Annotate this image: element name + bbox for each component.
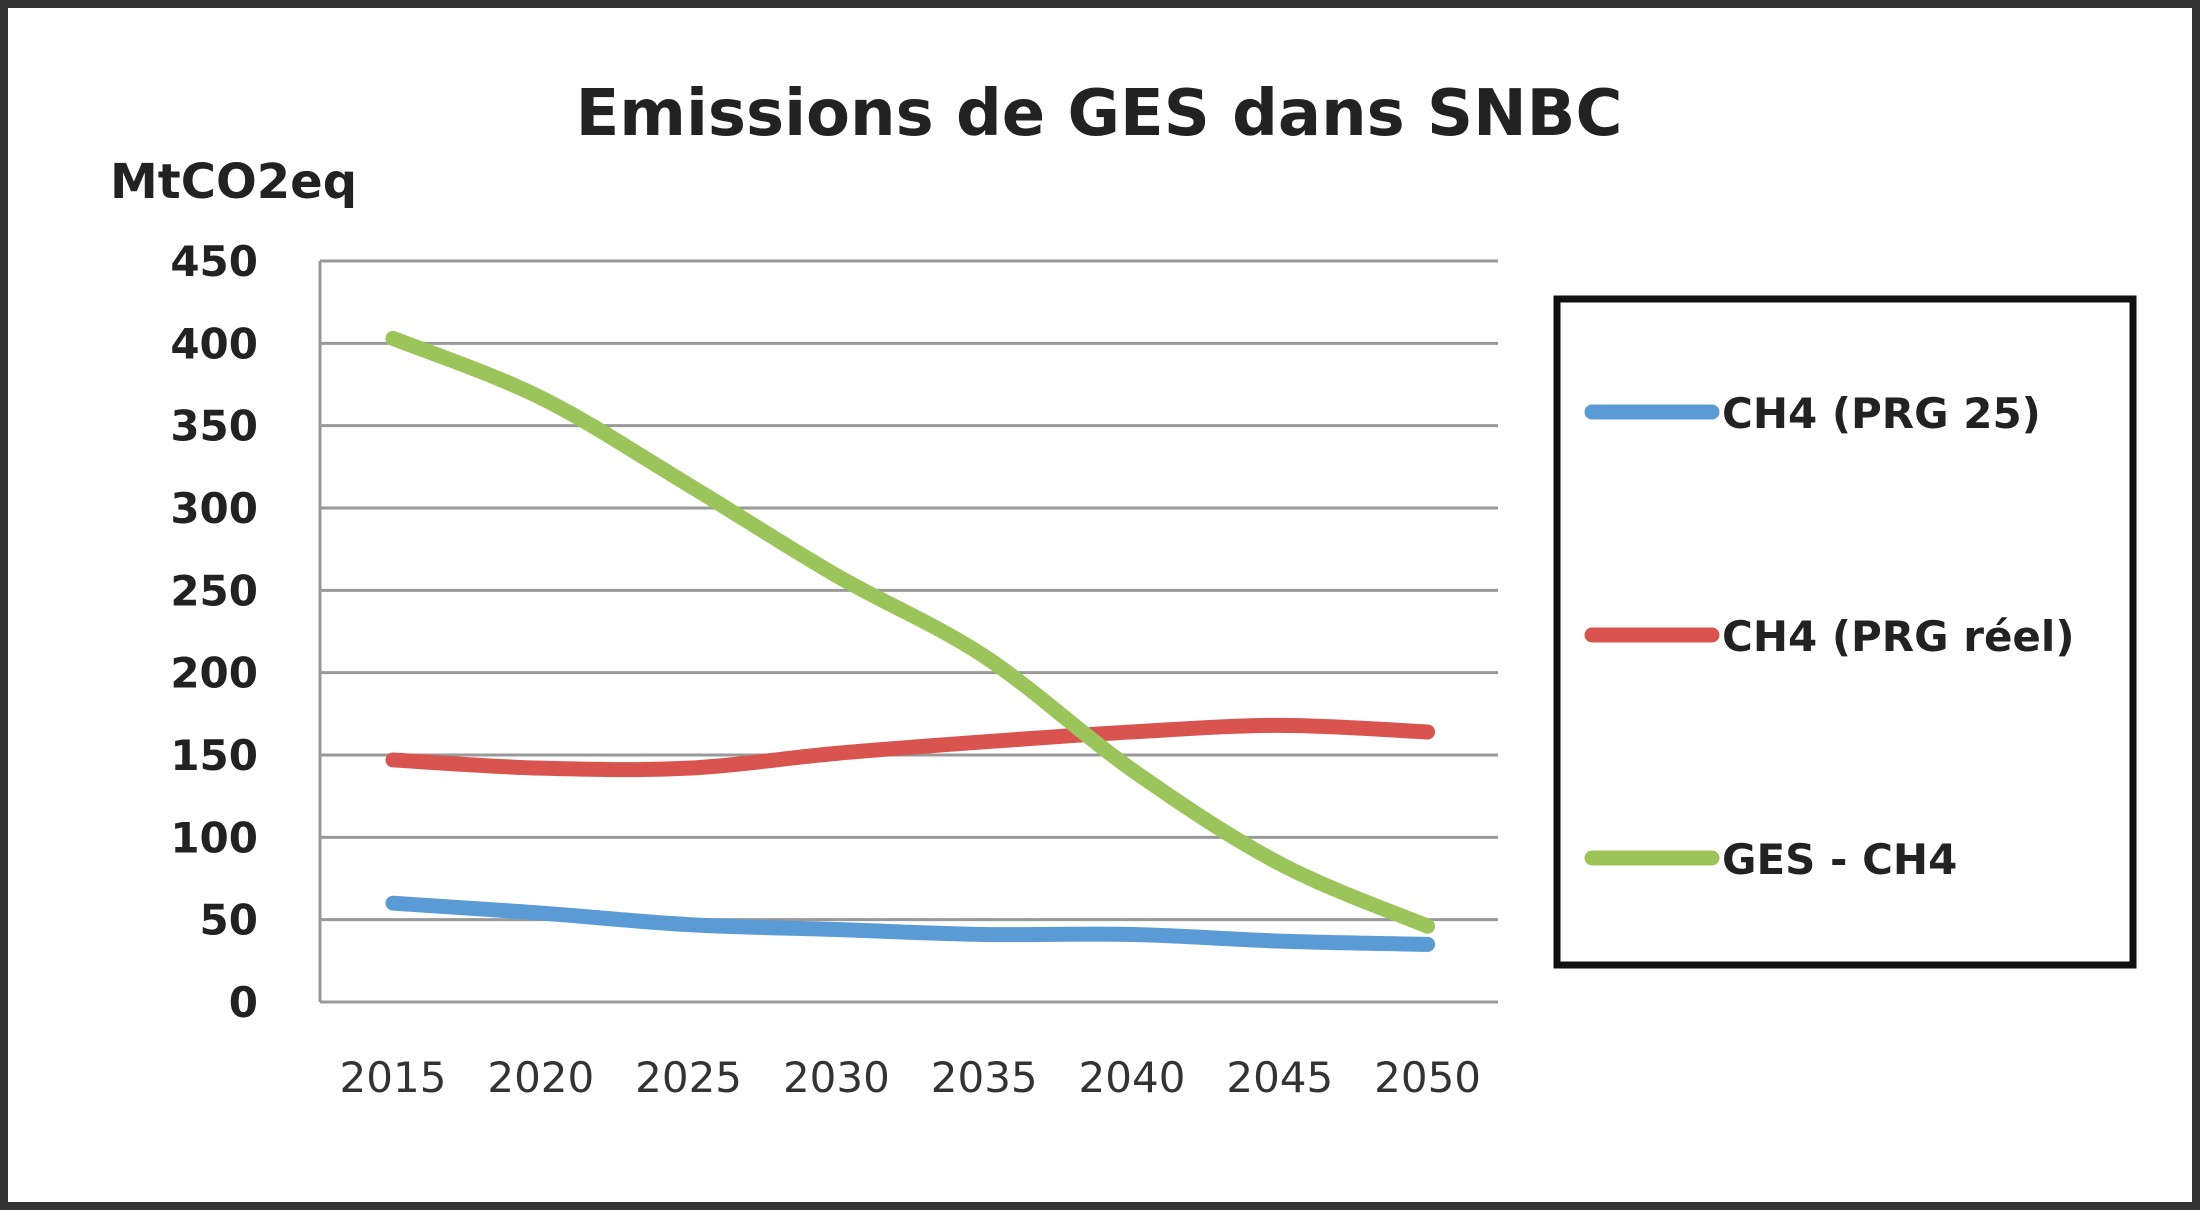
x-tick-label: 2045 bbox=[1226, 1053, 1333, 1102]
y-tick-label: 250 bbox=[170, 566, 258, 615]
x-tick-label: 2020 bbox=[487, 1053, 594, 1102]
legend-label: GES - CH4 bbox=[1722, 835, 1957, 884]
x-tick-label: 2040 bbox=[1079, 1053, 1186, 1102]
legend-label: CH4 (PRG réel) bbox=[1722, 612, 2075, 661]
x-tick-label: 2035 bbox=[931, 1053, 1038, 1102]
series-line-1 bbox=[385, 717, 1436, 778]
y-tick-label: 100 bbox=[170, 813, 258, 862]
chart-title: Emissions de GES dans SNBC bbox=[576, 77, 1623, 151]
x-tick-label: 2030 bbox=[783, 1053, 890, 1102]
legend-label: CH4 (PRG 25) bbox=[1722, 389, 2041, 438]
y-axis-label: MtCO2eq bbox=[110, 154, 357, 210]
y-tick-label: 300 bbox=[170, 484, 258, 533]
y-tick-label: 400 bbox=[170, 319, 258, 368]
series-line-0 bbox=[385, 895, 1436, 952]
x-tick-label: 2025 bbox=[635, 1053, 742, 1102]
y-tick-label: 350 bbox=[170, 402, 258, 451]
y-tick-label: 450 bbox=[170, 237, 258, 286]
y-tick-label: 50 bbox=[200, 896, 258, 945]
y-tick-label: 150 bbox=[170, 731, 258, 780]
x-tick-label: 2015 bbox=[340, 1053, 447, 1102]
y-tick-label: 200 bbox=[170, 649, 258, 698]
series-line-2 bbox=[385, 330, 1436, 934]
y-tick-label: 0 bbox=[229, 978, 258, 1027]
x-tick-label: 2050 bbox=[1374, 1053, 1481, 1102]
